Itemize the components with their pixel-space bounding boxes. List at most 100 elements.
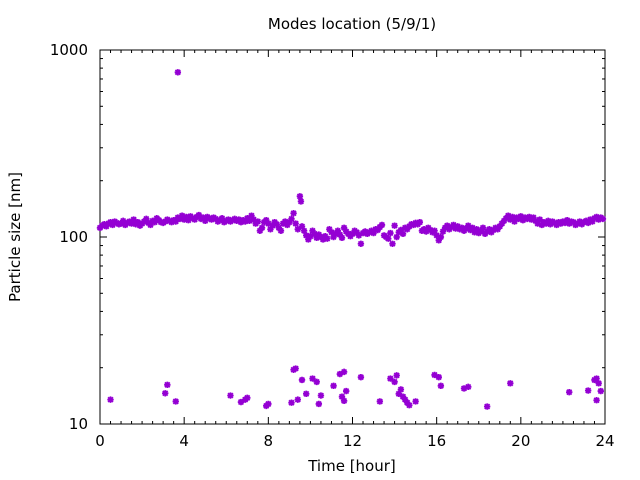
data-point <box>328 229 335 236</box>
data-point <box>265 400 272 408</box>
data-point <box>498 220 506 227</box>
data-point <box>185 216 192 224</box>
data-point <box>397 226 405 234</box>
data-point <box>250 216 257 223</box>
data-point <box>237 398 245 406</box>
data-point <box>443 222 451 229</box>
data-point <box>465 222 472 229</box>
data-point <box>151 218 158 226</box>
data-point <box>117 220 125 227</box>
data-point <box>317 392 325 399</box>
data-point <box>218 215 226 222</box>
data-point <box>195 211 203 219</box>
data-point <box>244 394 251 402</box>
data-point <box>538 221 546 229</box>
data-point <box>178 212 186 219</box>
data-point <box>553 221 560 229</box>
data-point <box>254 218 262 225</box>
data-point <box>576 218 583 225</box>
data-point <box>143 215 150 223</box>
data-point <box>397 386 405 393</box>
data-point <box>593 375 600 382</box>
data-point <box>507 380 514 387</box>
data-point <box>437 233 445 241</box>
data-point <box>336 370 344 378</box>
x-tick-label: 0 <box>95 432 105 450</box>
data-point <box>172 218 179 225</box>
data-point <box>258 224 266 231</box>
data-point <box>202 217 209 225</box>
data-point <box>303 232 310 239</box>
data-point <box>162 390 169 397</box>
data-point <box>263 216 270 224</box>
data-point <box>275 224 283 231</box>
data-point <box>387 375 394 382</box>
data-point <box>566 388 573 396</box>
data-point <box>584 387 592 394</box>
data-point <box>486 226 493 233</box>
data-point <box>542 220 550 227</box>
x-tick-label: 8 <box>264 432 274 450</box>
data-point <box>435 237 442 244</box>
data-point <box>340 368 348 376</box>
data-point <box>416 218 424 226</box>
data-point <box>401 396 409 403</box>
data-point <box>393 372 400 379</box>
data-point <box>269 222 276 229</box>
x-tick-label: 16 <box>427 432 446 450</box>
data-point <box>309 375 316 382</box>
x-tick-labels: 0 4 8 12 16 20 24 <box>95 432 614 450</box>
x-tick-label: 20 <box>511 432 530 450</box>
data-point <box>517 213 525 220</box>
data-point <box>509 213 516 221</box>
data-point <box>338 393 346 400</box>
data-point <box>593 397 600 404</box>
data-point <box>297 198 305 205</box>
data-point <box>473 226 480 233</box>
chart-title: Modes location (5/9/1) <box>268 15 436 33</box>
data-point <box>505 212 512 219</box>
data-point <box>256 227 264 234</box>
data-point <box>332 230 339 238</box>
data-point <box>483 403 491 410</box>
data-point <box>303 390 310 398</box>
data-point <box>458 224 466 231</box>
data-point <box>311 230 318 238</box>
data-point <box>176 215 184 223</box>
data-point <box>431 371 438 379</box>
data-point <box>290 210 297 217</box>
data-point <box>107 396 114 403</box>
data-point <box>469 224 476 231</box>
data-point <box>326 226 333 233</box>
data-point <box>119 217 127 225</box>
data-point <box>288 399 295 406</box>
data-point <box>353 229 360 236</box>
data-point <box>248 212 255 219</box>
data-point <box>412 398 419 405</box>
data-point <box>532 217 539 225</box>
data-point <box>374 226 381 234</box>
axis-ticks <box>99 49 606 425</box>
data-point <box>435 373 442 381</box>
data-point <box>107 218 114 226</box>
data-point <box>109 221 116 229</box>
data-point <box>342 387 350 395</box>
data-point <box>130 216 137 223</box>
data-point <box>315 400 323 408</box>
data-point <box>340 224 348 231</box>
data-point <box>570 218 577 226</box>
data-point <box>439 228 447 235</box>
data-point <box>395 390 402 398</box>
data-point <box>376 398 384 405</box>
data-point <box>530 214 537 221</box>
data-point <box>309 227 316 234</box>
data-point <box>300 227 308 234</box>
data-point <box>450 221 457 229</box>
data-point <box>246 217 253 225</box>
data-point <box>227 392 234 399</box>
data-point <box>357 240 365 247</box>
data-point <box>479 224 487 231</box>
data-point <box>387 229 394 237</box>
data-point <box>431 227 438 234</box>
